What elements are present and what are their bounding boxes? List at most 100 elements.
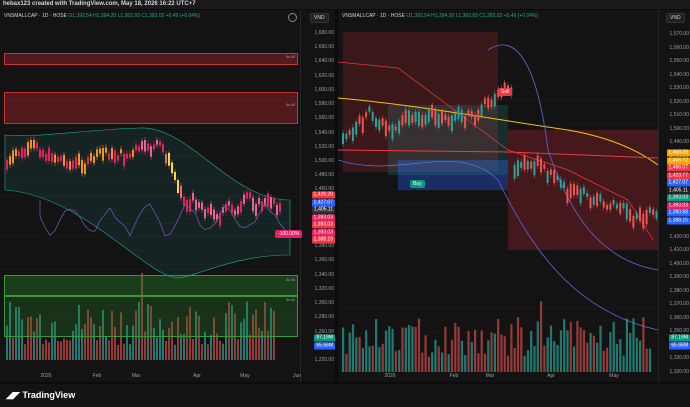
price-tick: 1,460.00	[314, 186, 334, 193]
left-symbol: VNSMALLCAP · 1D · HOSE	[4, 13, 67, 19]
right-chart-canvas[interactable]	[338, 10, 690, 382]
volume-bar	[174, 344, 176, 360]
volume-bar	[490, 332, 493, 372]
volume-bar	[510, 324, 513, 372]
volume-bar	[30, 316, 32, 360]
time-tick: Feb	[92, 373, 102, 379]
gear-icon[interactable]	[288, 13, 297, 22]
volume-bar	[216, 333, 218, 360]
candle	[404, 109, 407, 124]
ma-line	[338, 97, 659, 166]
candle	[629, 209, 632, 222]
candle	[536, 155, 539, 166]
volume-bar	[553, 341, 556, 372]
volume-bar	[24, 344, 26, 360]
time-tick: Apr	[547, 373, 555, 379]
candle	[470, 111, 473, 118]
price-tick: 1,620.00	[314, 72, 334, 79]
candle	[231, 204, 233, 214]
volume-bar	[599, 325, 602, 372]
candle	[33, 140, 35, 149]
volume-bar	[391, 328, 394, 372]
price-label: 1,466.07	[666, 164, 690, 172]
tradingview-logo[interactable]: ◢◤ TradingView	[6, 390, 75, 401]
volume-bar	[75, 324, 77, 360]
volume-bar	[639, 340, 642, 372]
volume-bar	[198, 315, 200, 360]
volume-bar	[497, 318, 500, 372]
right-price-axis[interactable]: 1,570.00 1,560.00 1,550.00 1,540.00 1,530.00…	[658, 10, 690, 382]
candle	[255, 203, 257, 216]
volume-bar	[33, 331, 35, 360]
volume-bar	[111, 310, 113, 360]
volume-bar	[48, 342, 50, 360]
candle	[566, 188, 569, 204]
volume-bar	[434, 339, 437, 372]
left-currency-button[interactable]: VND	[310, 13, 329, 23]
volume-bar	[513, 348, 516, 372]
volume-bar	[431, 352, 434, 372]
price-tick: 1,560.00	[314, 115, 334, 122]
candle	[225, 203, 227, 212]
candle	[424, 114, 427, 125]
volume-bar	[450, 339, 454, 372]
candle	[503, 82, 506, 93]
right-symbol: VNSMALLCAP · 1D · HOSE	[342, 13, 405, 19]
candle	[90, 152, 92, 161]
volume-bar	[483, 353, 487, 372]
candle	[345, 133, 348, 140]
candle	[138, 146, 140, 152]
candle	[276, 205, 278, 216]
right-currency-button[interactable]: VND	[666, 13, 685, 23]
volume-bar	[228, 302, 230, 360]
price-label: 1,393.03	[666, 202, 690, 209]
candle	[639, 207, 641, 222]
volume-bar	[246, 301, 248, 360]
volume-bar	[261, 330, 263, 360]
left-chart-canvas[interactable]	[0, 10, 335, 382]
volume-bar	[36, 318, 38, 360]
candle	[63, 154, 65, 166]
support-zone: 8a.68	[4, 275, 298, 297]
volume-bar	[204, 331, 206, 360]
volume-bar	[105, 335, 107, 360]
volume-bar	[78, 304, 80, 360]
candle	[198, 202, 200, 208]
candle	[9, 156, 11, 165]
volume-bar	[427, 356, 430, 372]
volume-bar	[144, 331, 146, 360]
price-tick: 1,500.00	[669, 125, 689, 132]
chart-pane-left[interactable]: VNSMALLCAP · 1D · HOSE O1,392.54 H1,394.…	[0, 10, 335, 382]
left-price-axis[interactable]: 1,680.00 1,660.00 1,640.00 1,620.00 1,600.00…	[300, 10, 335, 382]
volume-bar	[39, 314, 41, 360]
right-legend: VNSMALLCAP · 1D · HOSE O1,392.54 H1,394.…	[342, 13, 538, 19]
price-tick: 1,380.00	[314, 243, 334, 250]
volume-bar	[69, 340, 71, 360]
price-label: 1,466.72	[666, 157, 690, 164]
chart-pane-right[interactable]: VNSMALLCAP · 1D · HOSE O1,392.54 H1,394.…	[338, 10, 690, 382]
time-tick: Apr	[193, 373, 201, 379]
volume-bar	[487, 340, 490, 372]
volume-bar	[592, 335, 595, 372]
volume-bar	[632, 318, 635, 372]
candle	[615, 204, 618, 209]
candle	[599, 194, 602, 202]
price-tick: 1,330.00	[669, 355, 689, 362]
candle	[625, 203, 628, 220]
volume-bar	[177, 316, 179, 360]
volume-bar	[615, 344, 619, 372]
candle	[414, 112, 417, 123]
candle	[201, 202, 203, 210]
price-label: 1,393.03	[666, 194, 690, 202]
candle	[457, 106, 460, 120]
volume-bar	[645, 348, 648, 372]
footer: ◢◤ TradingView	[0, 384, 690, 407]
price-tick: 1,320.00	[669, 369, 689, 375]
resistance-zone: 8a.68	[4, 92, 298, 124]
volume-bar	[93, 324, 95, 360]
candle	[421, 115, 424, 128]
candle	[348, 130, 351, 135]
candle	[437, 114, 440, 128]
candle	[192, 192, 194, 201]
volume-bar	[237, 339, 239, 360]
